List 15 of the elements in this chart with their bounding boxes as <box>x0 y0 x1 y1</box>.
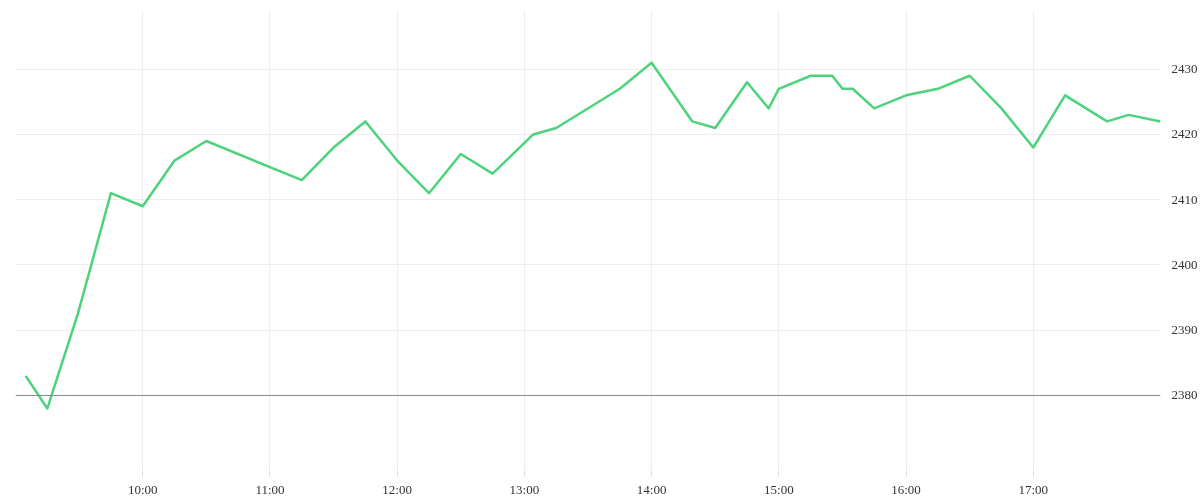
x-tick-label: 15:00 <box>764 481 794 497</box>
y-tick-label: 2430 <box>1171 61 1198 77</box>
x-tick-label: 16:00 <box>891 481 921 497</box>
y-tick-label: 2400 <box>1171 256 1198 272</box>
line-series <box>24 61 1161 410</box>
y-tick-label: 2390 <box>1171 322 1198 338</box>
x-tick-label: 10:00 <box>127 481 158 497</box>
x-tick-label: 13:00 <box>509 481 540 497</box>
x-tick-label: 11:00 <box>255 481 285 497</box>
y-tick-label: 2420 <box>1171 126 1198 142</box>
x-tick-label: 12:00 <box>382 481 412 497</box>
x-tick-label: 17:00 <box>1018 481 1049 497</box>
x-tick-label: 14:00 <box>636 481 667 497</box>
y-tick-label: 2380 <box>1171 387 1198 403</box>
y-tick-label: 2410 <box>1171 191 1198 207</box>
